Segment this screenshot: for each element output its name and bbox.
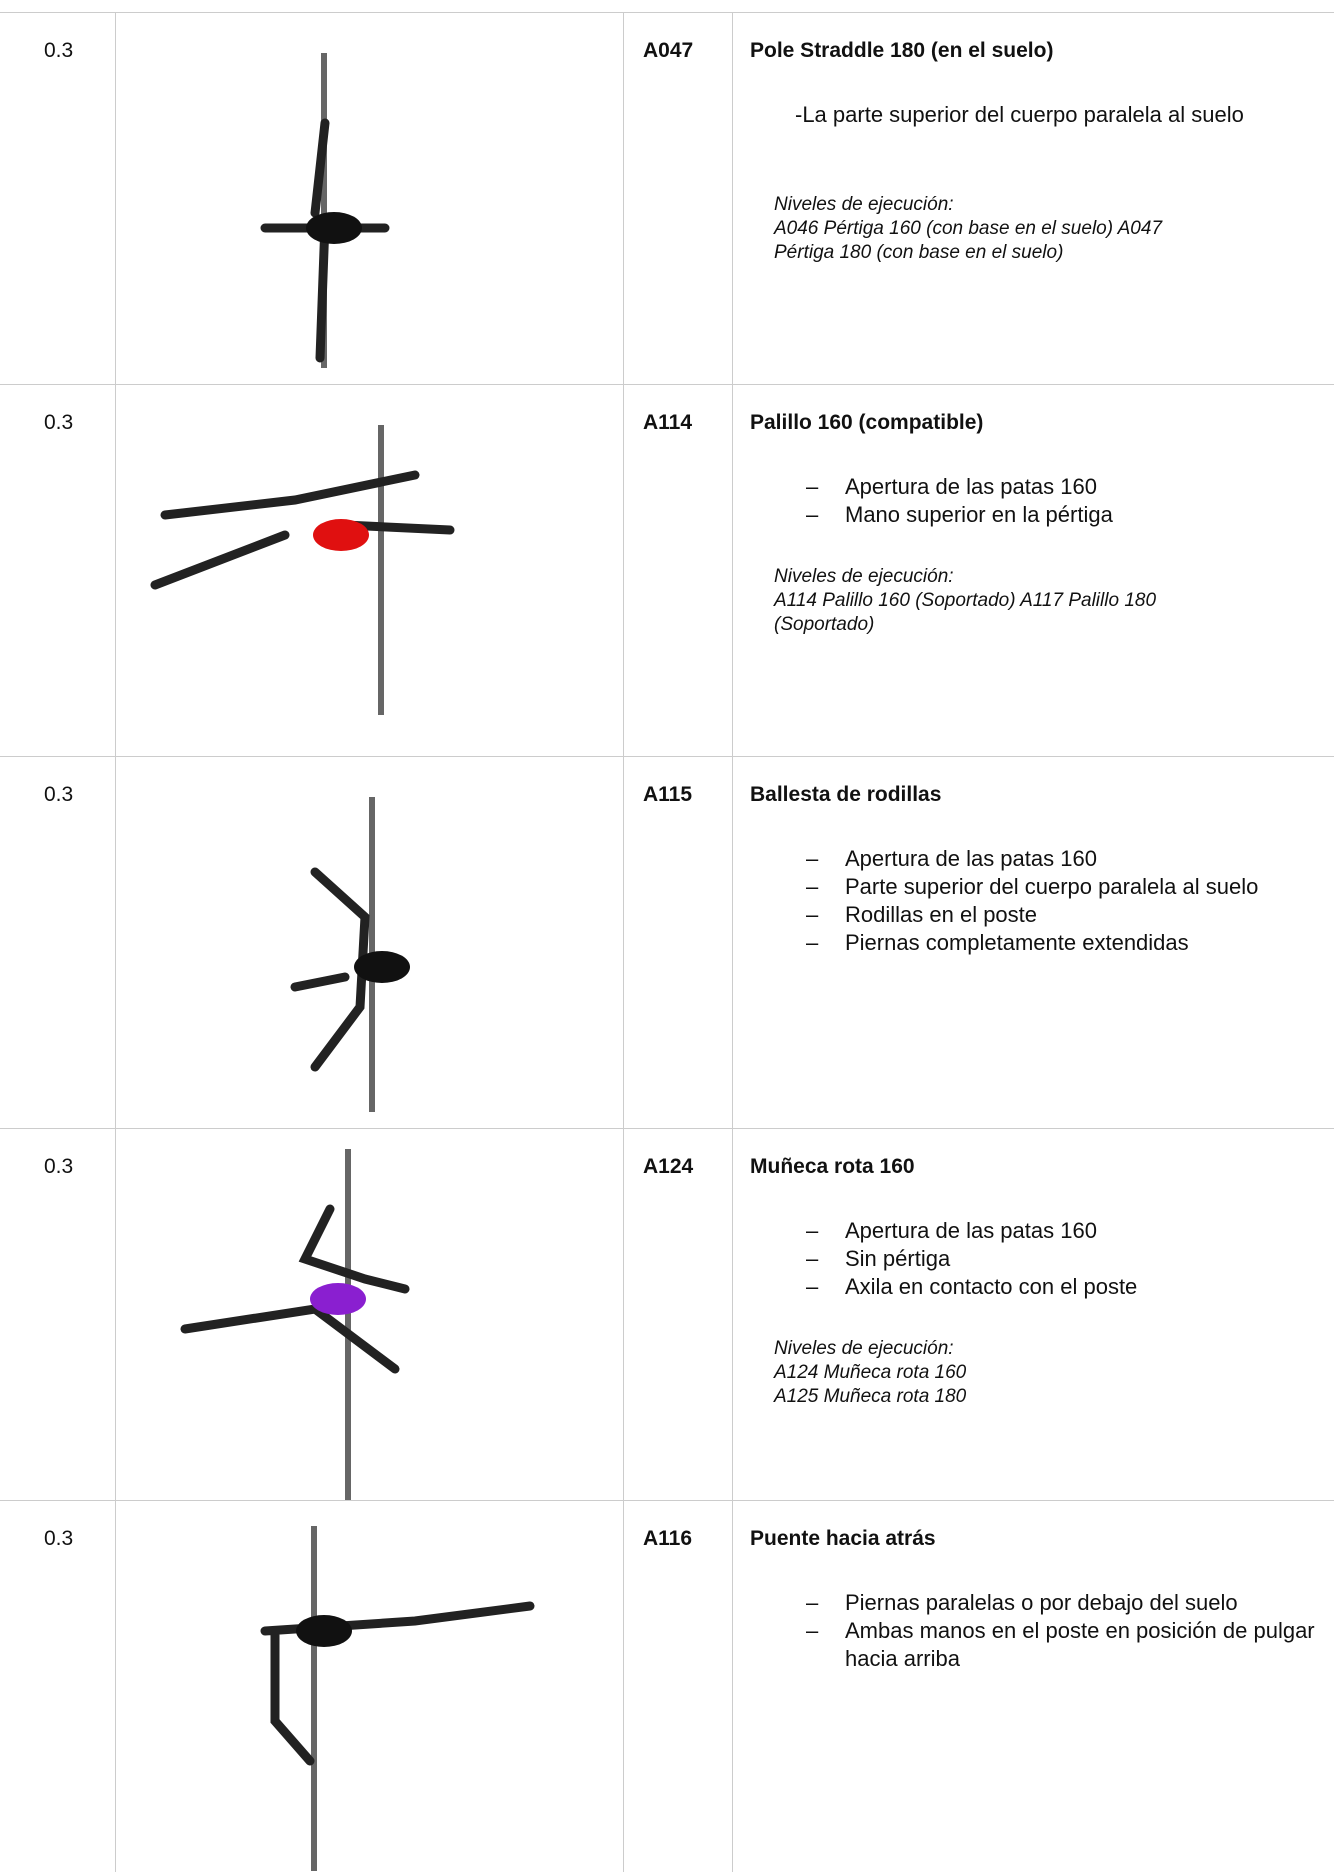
- cell-border: [623, 1129, 624, 1500]
- levels-heading: Niveles de ejecución:: [774, 1338, 954, 1359]
- bullet-dash: –: [806, 902, 819, 927]
- bullet-item: – Piernas paralelas o por debajo del suel…: [760, 1589, 1320, 1617]
- bullet-list: – Apertura de las patas 160 – Mano superior…: [760, 473, 1320, 529]
- bullet-list: – Piernas paralelas o por debajo del suel…: [760, 1589, 1320, 1673]
- illustration: [180, 1149, 410, 1501]
- bullet-text: Apertura de las patas 160: [845, 846, 1097, 871]
- bullet-text: Sin pértiga: [845, 1246, 951, 1271]
- bullet-text: Apertura de las patas 160: [845, 1218, 1097, 1243]
- levels: Niveles de ejecución: A114 Palillo 160 (S…: [774, 565, 1204, 637]
- cell-border: [115, 13, 116, 384]
- value: 0.3: [44, 1155, 74, 1178]
- bullet-text: Axila en contacto con el poste: [845, 1274, 1138, 1299]
- bullet-item: – Piernas completamente extendidas: [760, 929, 1320, 957]
- bullet-dash: –: [806, 1246, 819, 1271]
- bullet-list: – Apertura de las patas 160 – Parte superio…: [760, 845, 1320, 957]
- table-row: 0.3 A124 Muñeca rota 160 – Apertura de las p…: [0, 1128, 1334, 1501]
- bullet-item: – Apertura de las patas 160: [760, 845, 1320, 873]
- cell-border: [732, 757, 733, 1128]
- description: -La parte superior del cuerpo paralela a…: [795, 102, 1244, 127]
- bullet-list: – Apertura de las patas 160 – Sin pértiga – A…: [760, 1217, 1320, 1301]
- cell-border: [115, 757, 116, 1128]
- bullet-text: Piernas paralelas o por debajo del suelo: [845, 1590, 1238, 1615]
- bullet-dash: –: [806, 1274, 819, 1299]
- level-text: A124 Muñeca rota 160: [774, 1362, 967, 1383]
- table-row: 0.3 A116 Puente hacia atrás – Piernas parale…: [0, 1500, 1334, 1872]
- cell-border: [115, 1129, 116, 1500]
- bullet-text: Apertura de las patas 160: [845, 474, 1097, 499]
- levels: Niveles de ejecución: A046 Pértiga 160 (c…: [774, 193, 1204, 265]
- cell-border: [732, 1501, 733, 1872]
- bullet-item: – Ambas manos en el poste en posición de …: [760, 1617, 1320, 1673]
- title: Puente hacia atrás: [750, 1527, 936, 1550]
- bullet-item: – Parte superior del cuerpo paralela al s…: [760, 873, 1320, 901]
- value: 0.3: [44, 411, 74, 434]
- bullet-dash: –: [806, 874, 819, 899]
- illustration: [260, 53, 390, 368]
- bullet-item: – Sin pértiga: [760, 1245, 1320, 1273]
- bullet-text: Parte superior del cuerpo paralela al su…: [845, 874, 1259, 899]
- title: Muñeca rota 160: [750, 1155, 915, 1178]
- bullet-dash: –: [806, 1218, 819, 1243]
- levels-heading: Niveles de ejecución:: [774, 566, 954, 587]
- cell-border: [623, 1501, 624, 1872]
- table-row: 0.3 A047 Pole Straddle 180 (en el suelo) -L…: [0, 12, 1334, 384]
- title: Palillo 160 (compatible): [750, 411, 984, 434]
- cell-border: [732, 13, 733, 384]
- level-text: A125 Muñeca rota 180: [774, 1386, 967, 1407]
- bullet-text: Mano superior en la pértiga: [845, 502, 1113, 527]
- bullet-item: – Axila en contacto con el poste: [760, 1273, 1320, 1301]
- bullet-dash: –: [806, 930, 819, 955]
- bullet-dash: –: [806, 1618, 819, 1643]
- cell-border: [732, 385, 733, 756]
- bullet-dash: –: [806, 474, 819, 499]
- value: 0.3: [44, 783, 74, 806]
- illustration: [290, 797, 410, 1112]
- level-text: A114 Palillo 160 (Soportado) A117 Palill…: [774, 590, 1157, 635]
- illustration: [150, 425, 455, 715]
- levels: Niveles de ejecución: A124 Muñeca rota 16…: [774, 1337, 1204, 1409]
- cell-border: [623, 385, 624, 756]
- value: 0.3: [44, 39, 74, 62]
- code: A116: [643, 1527, 693, 1550]
- title: Ballesta de rodillas: [750, 783, 942, 806]
- title: Pole Straddle 180 (en el suelo): [750, 39, 1054, 62]
- bullet-item: – Apertura de las patas 160: [760, 1217, 1320, 1245]
- table-row: 0.3 A114 Palillo 160 (compatible) – Apertura…: [0, 384, 1334, 756]
- levels-heading: Niveles de ejecución:: [774, 194, 954, 215]
- code: A115: [643, 783, 693, 806]
- code: A047: [643, 39, 694, 62]
- bullet-item: – Apertura de las patas 160: [760, 473, 1320, 501]
- cell-border: [732, 1129, 733, 1500]
- level-text: A046 Pértiga 160 (con base en el suelo) …: [774, 218, 1163, 263]
- cell-border: [623, 13, 624, 384]
- table-row: 0.3 A115 Ballesta de rodillas – Apertura de …: [0, 756, 1334, 1128]
- cell-border: [623, 757, 624, 1128]
- bullet-text: Ambas manos en el poste en posición de p…: [845, 1618, 1315, 1671]
- bullet-dash: –: [806, 502, 819, 527]
- bullet-text: Rodillas en el poste: [845, 902, 1038, 927]
- bullet-dash: –: [806, 846, 819, 871]
- bullet-item: – Mano superior en la pértiga: [760, 501, 1320, 529]
- illustration: [260, 1526, 535, 1871]
- code: A124: [643, 1155, 694, 1178]
- code: A114: [643, 411, 693, 434]
- bullet-dash: –: [806, 1590, 819, 1615]
- bullet-text: Piernas completamente extendidas: [845, 930, 1189, 955]
- value: 0.3: [44, 1527, 74, 1550]
- cell-border: [115, 1501, 116, 1872]
- bullet-item: – Rodillas en el poste: [760, 901, 1320, 929]
- cell-border: [115, 385, 116, 756]
